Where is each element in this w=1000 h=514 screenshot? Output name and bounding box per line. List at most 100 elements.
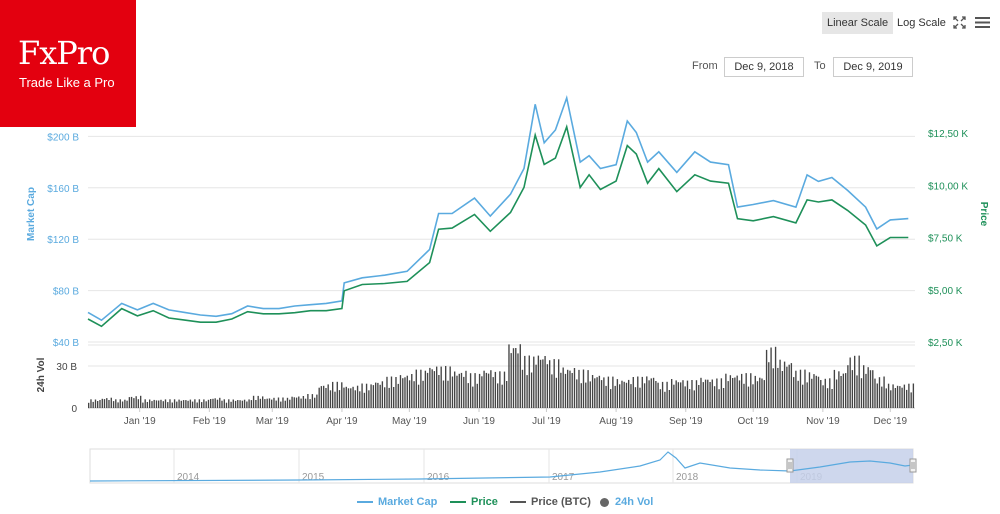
log-scale-button[interactable]: Log Scale [897, 17, 946, 29]
volume-bar [438, 375, 440, 408]
volume-bar [903, 384, 906, 408]
volume-bar [124, 399, 126, 408]
volume-bar [576, 379, 578, 408]
volume-bar [582, 369, 585, 408]
volume-bar [517, 353, 519, 408]
navigator[interactable]: 201420152016201720182019 [89, 448, 917, 484]
volume-bar [718, 389, 720, 408]
volume-bar [467, 383, 469, 408]
linear-scale-button[interactable]: Linear Scale [822, 12, 894, 34]
navigator-selection[interactable] [790, 449, 913, 483]
volume-bar [210, 399, 212, 408]
volume-bar [804, 369, 806, 408]
volume-bar [894, 388, 897, 408]
volume-bar [246, 401, 248, 408]
volume-bar [562, 367, 564, 408]
volume-bar [415, 369, 417, 408]
volume-bar [901, 387, 903, 408]
volume-bar [503, 371, 506, 408]
legend-swatch-price [450, 501, 466, 503]
navigator-handle[interactable] [909, 458, 917, 473]
legend-24h-vol[interactable]: 24h Vol [600, 496, 653, 508]
volume-bars [88, 344, 915, 409]
volume-bar [750, 373, 752, 408]
volume-bar [829, 378, 831, 408]
volume-bar [616, 379, 619, 408]
volume-bar [397, 383, 399, 408]
volume-bar [677, 382, 680, 408]
hamburger-menu-icon[interactable] [975, 16, 990, 29]
from-date-input[interactable]: Dec 9, 2018 [724, 57, 804, 77]
volume-bar [485, 372, 488, 408]
volume-bar [682, 380, 684, 408]
volume-bar [788, 364, 790, 408]
volume-bar [704, 379, 707, 408]
volume-bar [641, 376, 643, 408]
x-tick-label: Mar '19 [256, 416, 289, 427]
volume-bar [874, 378, 876, 408]
navigator-year-label: 2015 [302, 472, 325, 483]
volume-bar [214, 398, 216, 408]
volume-bar [896, 385, 899, 408]
volume-bar [117, 402, 119, 408]
volume-bar [725, 373, 727, 408]
x-tick-label: Jul '19 [532, 416, 561, 427]
legend-price-btc[interactable]: Price (BTC) [510, 496, 591, 508]
volume-bar [481, 376, 483, 408]
navigator-series-line [89, 451, 914, 482]
volume-bar [824, 378, 826, 408]
volume-bar [652, 377, 655, 408]
volume-bar [169, 399, 171, 408]
legend-swatch-24h-vol [600, 497, 609, 507]
volume-bar [594, 378, 596, 408]
volume-bar [429, 367, 431, 408]
volume-bar [130, 396, 133, 408]
volume-bar [510, 353, 512, 408]
volume-bar [623, 381, 625, 408]
volume-bar [519, 344, 521, 408]
left-axis-title: Market Cap [26, 187, 37, 241]
volume-bar [411, 374, 413, 408]
volume-bar [212, 398, 214, 408]
volume-bar [472, 386, 474, 408]
volume-bar [388, 387, 390, 408]
volume-bar [811, 378, 813, 408]
volume-bar [689, 389, 691, 408]
volume-bar [738, 380, 741, 408]
volume-bar [203, 399, 205, 408]
volume-bar [759, 377, 761, 408]
x-tick-label: Dec '19 [873, 416, 907, 427]
navigator-handle[interactable] [786, 458, 794, 473]
volume-bar [282, 397, 284, 408]
volume-bar [332, 381, 334, 408]
volume-bar [476, 383, 478, 408]
volume-bar [833, 369, 836, 408]
volume-bar [422, 380, 424, 408]
volume-bar [838, 371, 840, 408]
legend-market-cap[interactable]: Market Cap [357, 496, 437, 508]
volume-bar [318, 387, 320, 408]
legend-price[interactable]: Price [450, 496, 498, 508]
volume-bar [528, 355, 530, 408]
volume-bar [334, 391, 336, 408]
volume-bar [252, 395, 255, 408]
market-cap-line [87, 94, 909, 322]
volume-bar [619, 384, 621, 408]
legend-label-market-cap: Market Cap [378, 496, 438, 508]
volume-bar [625, 382, 628, 408]
volume-bar [763, 380, 765, 408]
to-date-input[interactable]: Dec 9, 2019 [833, 57, 913, 77]
volume-bar [248, 399, 250, 408]
volume-bar [591, 375, 594, 408]
volume-bar [307, 394, 309, 408]
volume-bar [835, 379, 838, 408]
volume-bar [772, 368, 774, 408]
volume-bar [571, 373, 573, 408]
expand-icon[interactable] [953, 16, 966, 29]
volume-bar [239, 400, 241, 408]
volume-bar [709, 382, 711, 408]
left-axis-ticks: $40 B $80 B $120 B $160 B $200 B [47, 132, 79, 349]
volume-bar [354, 390, 356, 408]
volume-bar [671, 379, 673, 408]
